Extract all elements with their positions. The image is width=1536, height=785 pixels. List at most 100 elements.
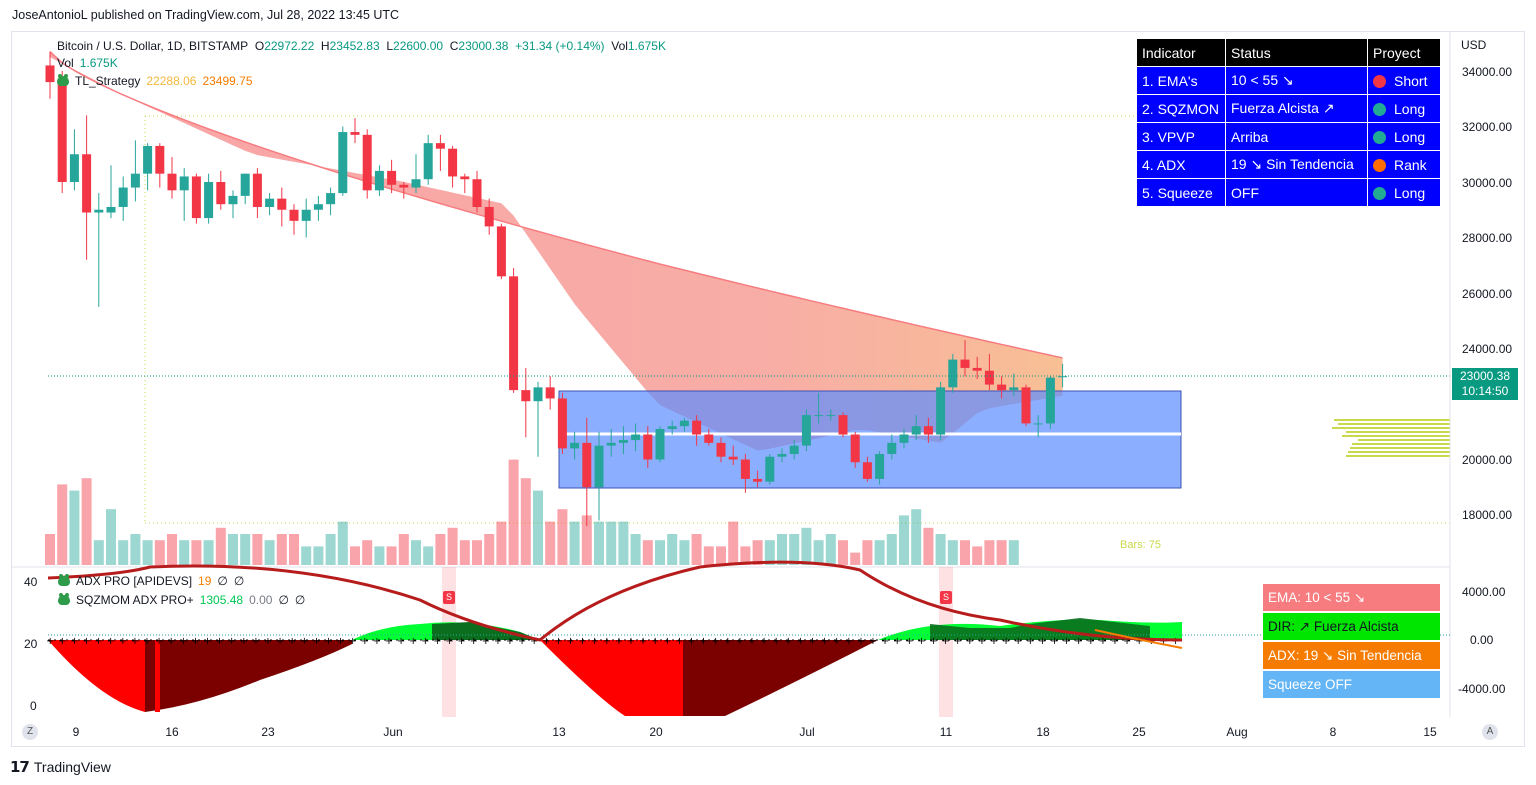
volume-bar	[655, 540, 665, 565]
x-tick: 20	[649, 725, 663, 739]
candle-body	[679, 420, 689, 427]
candle-body	[155, 145, 165, 174]
volume-bar	[764, 540, 775, 565]
candle-body	[545, 387, 555, 399]
squeeze-marker: +	[131, 636, 139, 647]
squeeze-marker: +	[119, 636, 127, 647]
volume-bar	[716, 546, 726, 565]
squeeze-marker: +	[252, 636, 260, 647]
volume-bar	[301, 546, 312, 565]
publish-line: JoseAntonioL published on TradingView.co…	[12, 8, 400, 22]
squeeze-marker: +	[349, 636, 357, 647]
squeeze-marker: +	[1111, 636, 1119, 647]
candle-body	[472, 179, 482, 207]
volume-bar	[167, 534, 177, 565]
candle-body	[411, 179, 421, 188]
squeeze-marker: +	[845, 636, 853, 647]
open-value: 22972.22	[264, 39, 315, 53]
squeeze-marker: +	[288, 636, 296, 647]
squeeze-marker: +	[482, 636, 490, 647]
x-tick: 8	[1329, 725, 1337, 739]
x-tick: Jun	[383, 725, 403, 739]
volume-bar	[594, 521, 604, 565]
volume-profile-bar	[1352, 443, 1450, 445]
symbol-name: Bitcoin / U.S. Dollar, 1D, BITSTAMP	[57, 39, 249, 53]
zoom-reset-button[interactable]: Z	[22, 724, 38, 740]
auto-scale-button[interactable]: A	[1482, 724, 1498, 740]
squeeze-marker: +	[736, 636, 744, 647]
volume-bar	[374, 546, 385, 565]
candle-body	[704, 434, 714, 443]
x-tick: 11	[939, 725, 953, 739]
volume-bar	[752, 540, 763, 565]
signal-marker: S	[443, 591, 455, 604]
volume-bar	[533, 490, 543, 565]
close-value: 23000.38	[458, 39, 509, 53]
candle-body	[216, 182, 226, 205]
adx-legend[interactable]: ADX PRO [APIDEVS] 19 ∅ ∅	[58, 574, 244, 588]
candle-body	[814, 415, 824, 417]
volume-bar	[447, 527, 458, 565]
volume-bar	[972, 546, 983, 565]
squeeze-marker: +	[336, 636, 344, 647]
candle-body	[399, 184, 409, 188]
candle-body	[557, 398, 567, 449]
squeeze-marker: +	[300, 636, 308, 647]
bar-countdown: 10:14:50	[1461, 384, 1509, 398]
frog-icon	[57, 74, 69, 86]
x-tick: 16	[165, 725, 179, 739]
candle-body	[435, 143, 445, 149]
candle-body	[252, 173, 262, 207]
candle-body	[875, 453, 885, 479]
indicator-status: Arriba	[1225, 122, 1368, 151]
squeeze-marker: +	[990, 636, 998, 647]
squeeze-marker: +	[1099, 636, 1107, 647]
candle-body	[423, 143, 433, 180]
volume-bar	[496, 521, 507, 565]
candle-body	[313, 204, 323, 210]
volume-bar	[118, 540, 129, 565]
indicator-name: 5. Squeeze	[1136, 178, 1226, 207]
volume-bar	[508, 459, 519, 565]
candle-body	[301, 209, 311, 221]
candle-body	[460, 176, 470, 180]
volume-bar	[106, 509, 116, 565]
volume-bar	[398, 534, 409, 565]
squeeze-marker: +	[1002, 636, 1010, 647]
candle-body	[277, 198, 287, 210]
volume-profile-bar	[1334, 419, 1450, 421]
indicator-table: Indicator Status Proyect 1. EMA's 10 < 55…	[1136, 38, 1441, 207]
volume-bar	[569, 521, 580, 565]
volume-profile-bar	[1332, 427, 1450, 429]
squeeze-marker: +	[941, 636, 949, 647]
volume-bar	[703, 546, 714, 565]
volume-bar	[337, 521, 348, 565]
squeeze-marker: +	[603, 636, 611, 647]
proyect-label: Long	[1394, 184, 1426, 201]
volume-bar	[581, 515, 592, 565]
header-indicator: Indicator	[1136, 38, 1226, 67]
candle-body	[789, 445, 799, 454]
squeeze-marker: +	[1050, 636, 1058, 647]
volume-bar	[203, 540, 214, 565]
volume-bar	[862, 540, 873, 565]
last-price-label: 23000.38 10:14:50	[1452, 368, 1518, 400]
squeeze-marker: +	[712, 636, 720, 647]
sqzmom-legend[interactable]: SQZMOM ADX PRO+ 1305.48 0.00 ∅ ∅	[58, 593, 305, 607]
signal-highlight	[442, 567, 456, 717]
tradingview-logo[interactable]: 𝟭𝟳 TradingView	[10, 758, 111, 776]
volume-bar	[264, 540, 275, 565]
volume-bar	[435, 534, 446, 565]
y-tick: 26000.00	[1462, 287, 1513, 301]
volume-legend[interactable]: Vol 1.675K	[57, 56, 118, 70]
candle-body	[765, 456, 775, 482]
low-value: 22600.00	[393, 39, 444, 53]
squeeze-marker: +	[639, 636, 647, 647]
volume-bar	[825, 534, 836, 565]
squeeze-marker: +	[966, 636, 974, 647]
squeeze-marker: +	[893, 636, 901, 647]
osc-left-tick: 20	[24, 637, 38, 651]
strategy-legend[interactable]: TL_Strategy 22288.06 23499.75	[57, 74, 253, 88]
volume-profile-bar	[1338, 423, 1450, 425]
